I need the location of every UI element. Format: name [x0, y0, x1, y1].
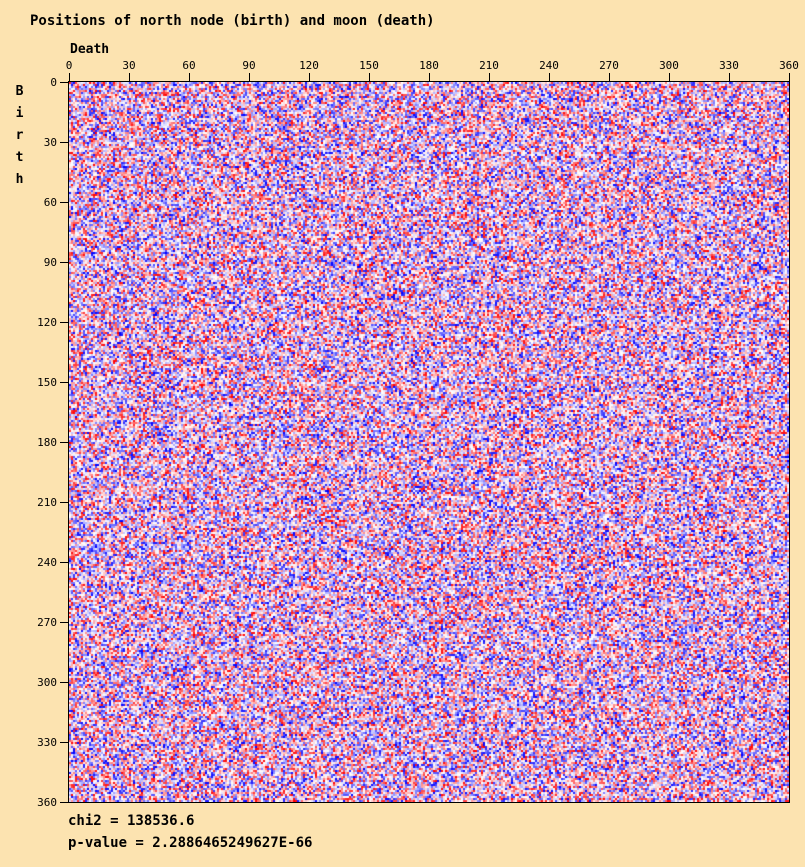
y-tick-label: 0	[50, 76, 57, 89]
y-tick-mark	[60, 202, 68, 203]
y-tick-label: 270	[37, 616, 57, 629]
x-tick-mark	[309, 73, 310, 82]
x-tick-mark	[669, 73, 670, 82]
x-tick-label: 330	[719, 59, 739, 72]
x-tick-mark	[129, 73, 130, 82]
y-tick-label: 30	[43, 136, 57, 149]
y-tick-label: 60	[43, 196, 57, 209]
y-tick-label: 240	[37, 556, 57, 569]
y-tick-label: 180	[37, 436, 57, 449]
x-tick-mark	[609, 73, 610, 82]
x-tick-mark	[549, 73, 550, 82]
x-tick-label: 300	[659, 59, 679, 72]
x-tick-label: 60	[182, 59, 196, 72]
y-tick-mark	[60, 802, 68, 803]
y-tick-mark	[60, 322, 68, 323]
y-tick-mark	[60, 682, 68, 683]
x-tick-mark	[369, 73, 370, 82]
y-tick-mark	[60, 442, 68, 443]
y-tick-mark	[60, 82, 68, 83]
x-tick-label: 210	[479, 59, 499, 72]
x-tick-label: 150	[359, 59, 379, 72]
y-tick-mark	[60, 382, 68, 383]
y-tick-mark	[60, 562, 68, 563]
y-tick-label: 330	[37, 736, 57, 749]
x-tick-mark	[189, 73, 190, 82]
x-tick-mark	[789, 73, 790, 82]
y-tick-mark	[60, 622, 68, 623]
y-tick-mark	[60, 742, 68, 743]
x-tick-label: 270	[599, 59, 619, 72]
x-tick-mark	[249, 73, 250, 82]
p-value-text: p-value = 2.2886465249627E-66	[68, 835, 313, 851]
chart-title: Positions of north node (birth) and moon…	[30, 13, 435, 29]
x-tick-label: 90	[242, 59, 256, 72]
heatmap-canvas	[68, 81, 790, 803]
y-tick-label: 150	[37, 376, 57, 389]
x-tick-label: 120	[299, 59, 319, 72]
x-tick-label: 180	[419, 59, 439, 72]
x-tick-mark	[69, 73, 70, 82]
y-tick-mark	[60, 142, 68, 143]
x-tick-mark	[729, 73, 730, 82]
x-axis-label: Death	[70, 42, 110, 57]
x-tick-label: 360	[779, 59, 799, 72]
y-tick-mark	[60, 262, 68, 263]
y-tick-label: 360	[37, 796, 57, 809]
x-tick-label: 240	[539, 59, 559, 72]
x-tick-label: 30	[122, 59, 136, 72]
x-tick-label: 0	[65, 59, 73, 72]
y-tick-label: 90	[43, 256, 57, 269]
chi2-value-text: chi2 = 138536.6	[68, 813, 195, 829]
y-axis-label: Birth	[12, 84, 27, 194]
x-tick-mark	[489, 73, 490, 82]
y-tick-label: 300	[37, 676, 57, 689]
x-tick-mark	[429, 73, 430, 82]
y-tick-label: 210	[37, 496, 57, 509]
y-tick-mark	[60, 502, 68, 503]
y-tick-label: 120	[37, 316, 57, 329]
